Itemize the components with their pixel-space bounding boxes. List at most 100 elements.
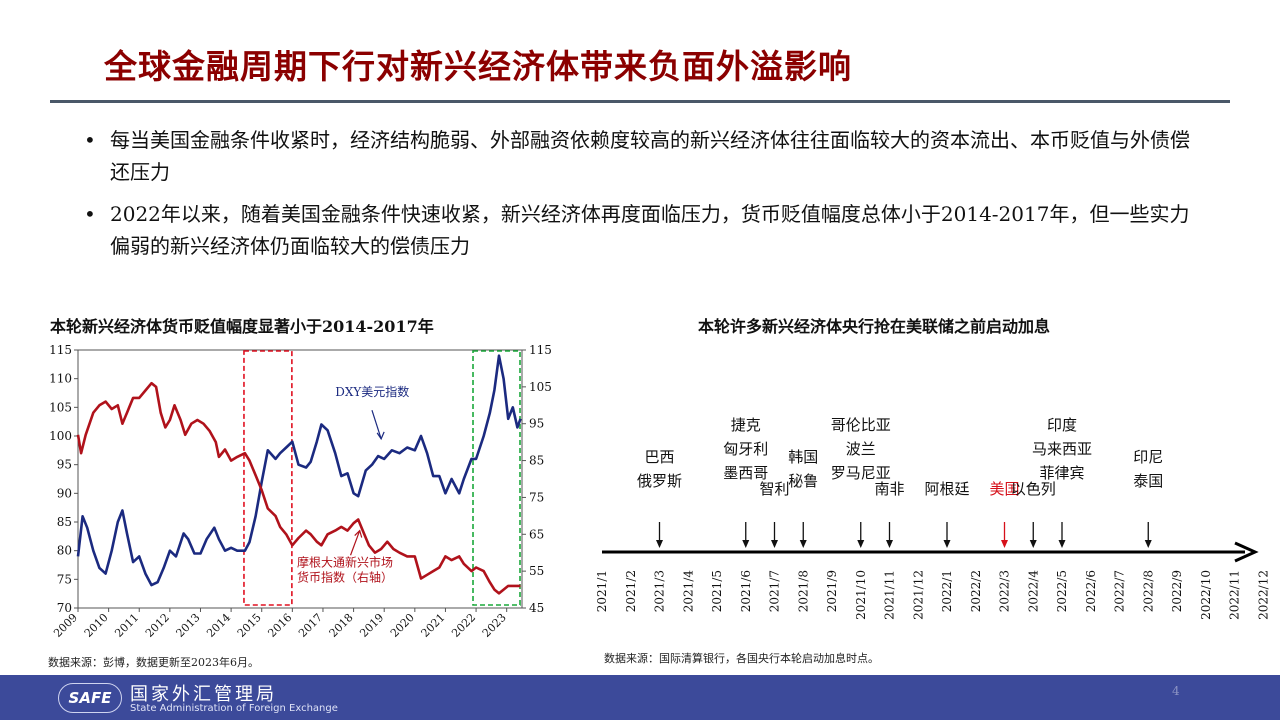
x-tick-label: 2010	[82, 611, 111, 640]
country-label: 巴西	[644, 448, 674, 466]
country-label: 匈牙利	[723, 440, 768, 458]
month-label: 2022/11	[1228, 570, 1242, 620]
title-divider	[50, 100, 1230, 103]
y-right-tick-label: 105	[529, 380, 552, 394]
month-label: 2022/2	[969, 570, 983, 612]
y-left-tick-label: 115	[49, 343, 72, 357]
month-label: 2021/4	[681, 570, 695, 613]
month-label: 2022/10	[1199, 570, 1213, 620]
safe-logo: SAFE	[58, 683, 122, 713]
x-tick-label: 2021	[419, 611, 448, 640]
event-arrow-head	[742, 540, 750, 548]
month-label: 2022/4	[1026, 570, 1040, 613]
country-label: 墨西哥	[723, 464, 768, 482]
month-label: 2021/3	[653, 570, 667, 612]
bullet-text: 2022年以来，随着美国金融条件快速收紧，新兴经济体再度面临压力，货币贬值幅度总…	[110, 202, 1190, 258]
red-period-box	[243, 350, 293, 606]
org-name-en: State Administration of Foreign Exchange	[130, 703, 338, 714]
em-series-label-line1: 摩根大通新兴市场	[297, 555, 393, 570]
event-arrow-head	[1001, 540, 1008, 548]
country-label: 以色列	[1011, 480, 1056, 498]
y-left-tick-label: 70	[57, 601, 72, 615]
right-chart-title: 本轮许多新兴经济体央行抢在美联储之前启动加息	[698, 317, 1051, 336]
currency-line-chart: 70 75 80 85 90 95 100 105 110 115 45 55 65 75 85 95 105 1…	[49, 343, 552, 640]
footer-bar	[0, 675, 1280, 720]
month-label: 2021/11	[883, 570, 897, 620]
x-tick-label: 2020	[388, 611, 417, 640]
month-label: 2021/5	[710, 570, 724, 612]
y-right-tick-label: 55	[529, 564, 544, 578]
y-right-tick-label: 115	[529, 343, 552, 357]
y-left-tick-label: 75	[57, 572, 72, 586]
y-left-tick-label: 85	[57, 515, 72, 529]
month-label: 2022/8	[1141, 570, 1155, 612]
y-left-tick-label: 105	[49, 400, 72, 414]
y-left-tick-label: 95	[57, 458, 72, 472]
x-tick-label: 2023	[480, 611, 509, 640]
country-label: 南非	[874, 480, 904, 498]
x-tick-label: 2016	[265, 611, 294, 640]
month-label: 2021/2	[624, 570, 638, 612]
x-tick-label: 2013	[174, 611, 203, 640]
y-right-tick-label: 95	[529, 417, 544, 431]
bullet-item: • 每当美国金融条件收紧时，经济结构脆弱、外部融资依赖度较高的新兴经济体往往面临…	[84, 124, 1204, 188]
country-label: 泰国	[1133, 472, 1163, 490]
bullet-list: • 每当美国金融条件收紧时，经济结构脆弱、外部融资依赖度较高的新兴经济体往往面临…	[84, 124, 1204, 272]
country-label: 秘鲁	[788, 472, 818, 490]
country-label: 智利	[759, 480, 789, 498]
month-label: 2022/3	[998, 570, 1012, 612]
plot-frame	[77, 349, 523, 609]
bullet-item: • 2022年以来，随着美国金融条件快速收紧，新兴经济体再度面临压力，货币贬值幅…	[84, 198, 1204, 262]
country-label: 韩国	[788, 448, 818, 466]
green-period-box	[472, 350, 521, 606]
y-left-tick-label: 80	[57, 544, 72, 558]
fed-event-label: 美国	[989, 480, 1019, 498]
em-arrow-head	[354, 529, 363, 538]
event-arrow-head	[771, 540, 778, 548]
event-arrow-head	[1058, 540, 1066, 548]
bullet-text: 每当美国金融条件收紧时，经济结构脆弱、外部融资依赖度较高的新兴经济体往往面临较大…	[110, 128, 1190, 184]
dxy-label-arrow	[371, 410, 382, 440]
country-label: 罗马尼亚	[831, 464, 891, 482]
timeline-arrowhead	[1234, 541, 1259, 563]
bullet-dot: •	[84, 128, 96, 152]
x-tick-label: 2022	[449, 611, 478, 640]
em-currency-series-line	[76, 381, 521, 595]
event-arrow-head	[886, 540, 893, 548]
event-arrow-head	[857, 540, 865, 548]
y-left-tick-label: 110	[49, 372, 72, 386]
country-label: 马来西亚	[1032, 440, 1092, 458]
month-label: 2021/9	[825, 570, 839, 612]
y-right-tick-label: 45	[529, 601, 544, 615]
bullet-dot: •	[84, 202, 96, 226]
y-right-tick-label: 85	[529, 454, 544, 468]
month-label: 2022/7	[1113, 570, 1127, 612]
x-tick-label: 2015	[235, 611, 264, 640]
dxy-arrow-head	[376, 431, 385, 441]
y-left-tick-label: 100	[49, 429, 72, 443]
left-chart-title: 本轮新兴经济体货币贬值幅度显著小于2014-2017年	[50, 317, 434, 336]
month-label: 2021/1	[595, 570, 609, 612]
country-label: 哥伦比亚	[831, 416, 891, 434]
country-label: 印尼	[1133, 448, 1163, 466]
event-arrow-head	[943, 540, 951, 548]
slide-title: 全球金融周期下行对新兴经济体带来负面外溢影响	[104, 47, 852, 86]
x-tick-label: 2009	[51, 611, 80, 640]
page-number: 4	[1172, 684, 1180, 698]
month-label: 2021/7	[768, 570, 782, 612]
rate-hike-timeline: 2021/1 2021/2 2021/3 2021/4 2021/5 2021/6 2021…	[595, 416, 1270, 620]
dxy-series-label: DXY美元指数	[335, 384, 409, 399]
y-right-tick-label: 75	[529, 490, 544, 504]
org-name-cn: 国家外汇管理局	[130, 684, 277, 705]
country-label: 阿根廷	[924, 480, 969, 498]
country-label: 波兰	[846, 440, 876, 458]
event-arrow-head	[799, 540, 807, 548]
x-tick-label: 2012	[143, 611, 172, 640]
event-arrow-head	[1029, 540, 1037, 548]
month-label: 2022/6	[1084, 570, 1098, 612]
month-label: 2022/5	[1055, 570, 1069, 612]
event-arrow-head	[656, 540, 663, 548]
em-series-label-line2: 货币指数（右轴）	[297, 570, 393, 585]
right-chart-source: 数据来源：国际清算银行，各国央行本轮启动加息时点。	[604, 652, 879, 665]
left-chart-source: 数据来源：彭博，数据更新至2023年6月。	[48, 656, 259, 669]
